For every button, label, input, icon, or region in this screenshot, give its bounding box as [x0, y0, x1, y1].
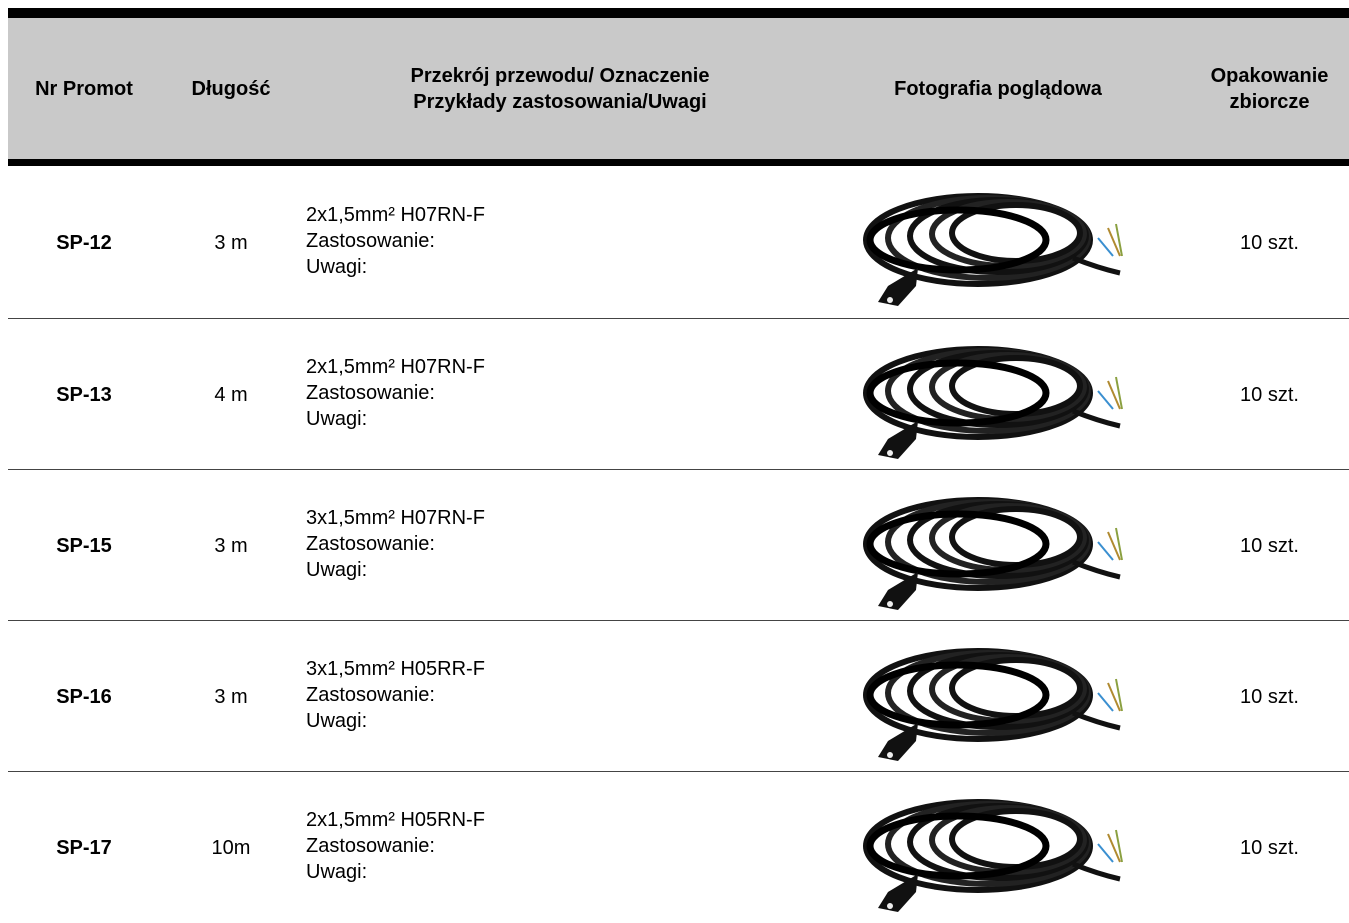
- text-line: 10 szt.: [1240, 836, 1299, 859]
- cable-image: [863, 648, 1123, 761]
- text-line: Uwagi:: [306, 558, 368, 581]
- packaging: 10 szt.: [1190, 772, 1349, 923]
- text-line: Uwagi:: [306, 255, 368, 278]
- text-line: Zastosowanie:: [306, 229, 435, 252]
- description: 2x1,5mm² H07RN-F Zastosowanie: Uwagi:: [306, 164, 806, 317]
- text-line: 3 m: [214, 685, 248, 708]
- top-rule: [8, 8, 1349, 18]
- header-cell: Przekrój przewodu/ Oznaczenie Przykłady z…: [300, 18, 820, 160]
- text-line: Zastosowanie:: [306, 532, 435, 555]
- text-line: Fotografia poglądowa: [894, 78, 1102, 100]
- cable-image: [863, 346, 1123, 459]
- length: 10m: [160, 772, 302, 923]
- text-line: Uwagi:: [306, 709, 368, 732]
- description: 2x1,5mm² H07RN-F Zastosowanie: Uwagi:: [306, 317, 806, 468]
- row-separator: [8, 469, 1349, 470]
- header-band: [8, 18, 1349, 160]
- row-separator: [8, 771, 1349, 772]
- text-line: 4 m: [214, 383, 248, 406]
- text-line: Nr Promot: [35, 78, 133, 100]
- product-id: SP-13: [8, 319, 160, 470]
- row-separator: [8, 318, 1349, 319]
- text-line: 3x1,5mm² H05RR-F: [306, 657, 485, 680]
- text-line: Uwagi:: [306, 860, 368, 883]
- text-line: SP-15: [56, 534, 112, 557]
- text-line: 2x1,5mm² H07RN-F: [306, 203, 485, 226]
- photo: [863, 497, 1123, 610]
- text-line: 3 m: [214, 534, 248, 557]
- text-line: Długość: [191, 78, 271, 100]
- length: 3 m: [160, 166, 302, 319]
- photo: [863, 648, 1123, 761]
- cable-image: [863, 799, 1123, 912]
- photo: [863, 193, 1123, 306]
- photo: [863, 346, 1123, 459]
- header-cell: Długość: [160, 18, 302, 160]
- cable-image: [863, 497, 1123, 610]
- product-id: SP-15: [8, 470, 160, 621]
- header-cell: Nr Promot: [8, 18, 160, 160]
- text-line: Przekrój przewodu/ Oznaczenie: [410, 65, 710, 87]
- text-line: SP-16: [56, 685, 112, 708]
- product-id: SP-17: [8, 772, 160, 923]
- description: 2x1,5mm² H05RN-F Zastosowanie: Uwagi:: [306, 770, 806, 921]
- packaging: 10 szt.: [1190, 166, 1349, 319]
- length: 3 m: [160, 470, 302, 621]
- text-line: SP-13: [56, 383, 112, 406]
- text-line: SP-12: [56, 231, 112, 254]
- packaging: 10 szt.: [1190, 470, 1349, 621]
- text-line: Zastosowanie:: [306, 683, 435, 706]
- text-line: SP-17: [56, 836, 112, 859]
- text-line: Przykłady zastosowania/Uwagi: [413, 91, 707, 113]
- description: 3x1,5mm² H05RR-F Zastosowanie: Uwagi:: [306, 619, 806, 770]
- text-line: 10 szt.: [1240, 383, 1299, 406]
- length: 3 m: [160, 621, 302, 772]
- description: 3x1,5mm² H07RN-F Zastosowanie: Uwagi:: [306, 468, 806, 619]
- product-id: SP-16: [8, 621, 160, 772]
- text-line: Uwagi:: [306, 407, 368, 430]
- text-line: 3x1,5mm² H07RN-F: [306, 506, 485, 529]
- text-line: 10m: [211, 836, 251, 859]
- row-separator: [8, 620, 1349, 621]
- packaging: 10 szt.: [1190, 621, 1349, 772]
- text-line: 2x1,5mm² H07RN-F: [306, 355, 485, 378]
- photo: [863, 799, 1123, 912]
- text-line: 3 m: [214, 231, 248, 254]
- text-line: Opakowanie: [1210, 65, 1329, 87]
- header-rule: [8, 159, 1349, 166]
- cable-image: [863, 193, 1123, 306]
- text-line: Zastosowanie:: [306, 381, 435, 404]
- text-line: 10 szt.: [1240, 534, 1299, 557]
- text-line: Zastosowanie:: [306, 834, 435, 857]
- text-line: 2x1,5mm² H05RN-F: [306, 808, 485, 831]
- packaging: 10 szt.: [1190, 319, 1349, 470]
- length: 4 m: [160, 319, 302, 470]
- text-line: 10 szt.: [1240, 685, 1299, 708]
- header-cell: Fotografia poglądowa: [830, 18, 1166, 160]
- header-cell: Opakowanie zbiorcze: [1190, 18, 1349, 160]
- product-id: SP-12: [8, 166, 160, 319]
- text-line: 10 szt.: [1240, 231, 1299, 254]
- text-line: zbiorcze: [1229, 91, 1310, 113]
